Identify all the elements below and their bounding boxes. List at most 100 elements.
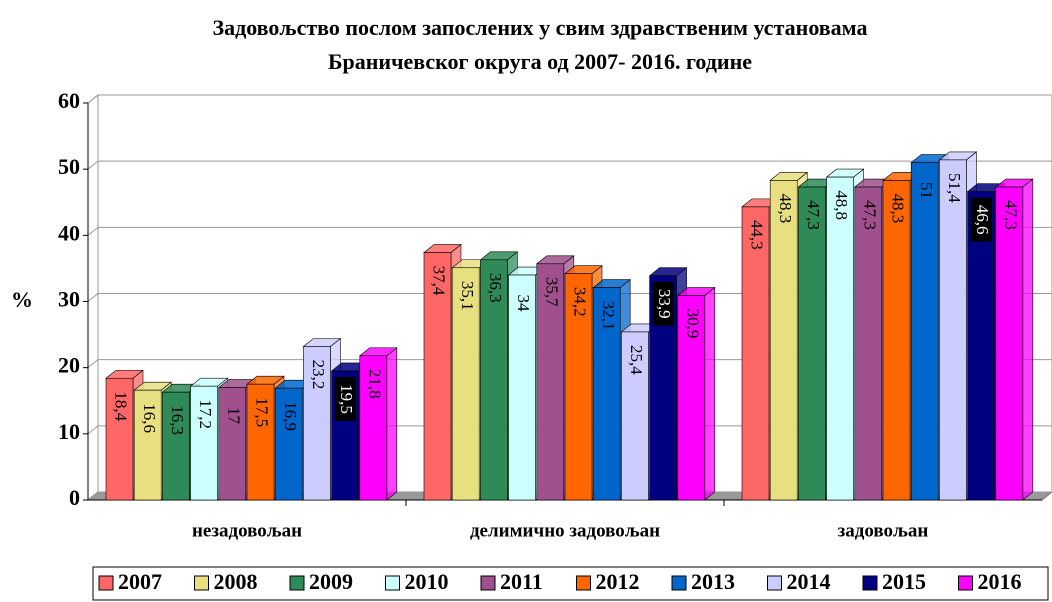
legend-swatch <box>194 575 209 591</box>
x-tick-label: незадовољан <box>192 520 302 541</box>
bar <box>677 295 706 501</box>
bar <box>508 274 536 501</box>
y-tick-label: 50 <box>58 154 80 179</box>
chart-title: Задовољство послом запослених у свим здр… <box>212 15 867 40</box>
bar <box>592 287 621 501</box>
bar <box>451 267 480 501</box>
y-tick-label: 40 <box>58 220 80 245</box>
legend-swatch <box>958 575 973 591</box>
y-tick-label: 60 <box>58 88 80 113</box>
y-tick-label: 30 <box>58 287 80 312</box>
value-label: 16,9 <box>281 401 300 431</box>
value-label: 46,6 <box>973 205 992 235</box>
value-label: 32,1 <box>599 301 618 331</box>
legend-label: 2014 <box>787 569 831 594</box>
value-label: 21,8 <box>365 369 384 399</box>
value-label-bg <box>970 197 992 242</box>
value-label: 37,4 <box>430 266 449 296</box>
legend-label: 2007 <box>118 569 162 594</box>
bar <box>536 263 565 501</box>
value-label: 17,5 <box>253 397 272 427</box>
value-label: 47,3 <box>1001 200 1020 230</box>
legend-label: 2011 <box>500 569 543 594</box>
y-tick-label: 0 <box>69 485 80 510</box>
value-label: 48,3 <box>776 194 795 224</box>
legend-swatch <box>98 575 114 591</box>
bar <box>798 186 826 501</box>
legend-swatch <box>289 575 305 591</box>
x-tick-label: задовољан <box>838 520 929 541</box>
y-tick-label: 10 <box>58 419 80 444</box>
grid-line <box>87 94 1052 104</box>
value-label: 35,1 <box>458 281 477 311</box>
grid-line <box>87 226 1052 236</box>
value-label: 35,7 <box>542 277 561 307</box>
legend-label: 2010 <box>405 569 449 594</box>
bar <box>359 355 388 501</box>
bar-side <box>704 286 716 501</box>
value-label: 25,4 <box>627 345 646 375</box>
value-label: 34 <box>514 295 533 313</box>
legend-label: 2013 <box>691 569 735 594</box>
grid-line <box>87 293 1052 302</box>
value-label: 23,2 <box>309 360 328 390</box>
bar-side <box>386 347 398 501</box>
bar <box>564 273 593 501</box>
legend-swatch <box>385 575 400 591</box>
legend-swatch <box>862 575 878 591</box>
legend-swatch <box>480 575 496 591</box>
bar <box>854 186 883 501</box>
bar <box>246 383 275 501</box>
value-label-bg <box>334 376 356 421</box>
chart-title: Браничевског округа од 2007- 2016. годин… <box>328 49 752 74</box>
bar <box>967 191 995 501</box>
value-label: 34,2 <box>571 287 590 317</box>
bar <box>190 385 218 501</box>
y-tick-label: 20 <box>58 353 80 378</box>
grid-line <box>87 160 1052 170</box>
value-label: 47,3 <box>860 200 879 230</box>
bar <box>826 176 854 501</box>
value-label: 16,6 <box>140 403 159 433</box>
bar <box>218 387 247 501</box>
y-axis-label: % <box>11 287 33 312</box>
bar <box>995 186 1024 501</box>
grid-line <box>87 359 1052 369</box>
value-label: 17 <box>224 407 243 425</box>
x-tick-label: делимично задовољан <box>470 520 660 541</box>
legend-label: 2012 <box>596 569 640 594</box>
bar <box>274 387 303 501</box>
bar-side <box>1022 178 1034 501</box>
bar <box>910 162 939 501</box>
legend-swatch <box>767 575 782 591</box>
bar <box>621 331 649 501</box>
legend-label: 2016 <box>978 569 1022 594</box>
value-label: 19,5 <box>337 384 356 414</box>
value-label: 17,2 <box>196 399 215 429</box>
bar <box>303 346 331 501</box>
legend-swatch <box>576 575 591 591</box>
value-label: 36,3 <box>486 273 505 303</box>
value-label: 51,4 <box>945 173 964 203</box>
bar <box>480 259 508 501</box>
bar <box>423 252 452 501</box>
value-label: 48,3 <box>889 194 908 224</box>
value-label: 30,9 <box>683 309 702 339</box>
value-label: 47,3 <box>804 200 823 230</box>
legend-label: 2009 <box>309 569 353 594</box>
bar <box>939 159 967 501</box>
value-label: 51 <box>917 182 936 199</box>
bar <box>769 180 798 501</box>
bar <box>882 180 911 501</box>
value-label-bg <box>652 281 674 326</box>
bar <box>133 389 162 501</box>
value-label: 18,4 <box>112 391 131 421</box>
legend-label: 2008 <box>214 569 258 594</box>
legend-label: 2015 <box>882 569 926 594</box>
legend-box <box>92 566 1049 601</box>
bar <box>741 206 770 501</box>
value-label: 33,9 <box>655 289 674 319</box>
grid-line <box>87 425 1052 435</box>
bar <box>162 391 190 501</box>
